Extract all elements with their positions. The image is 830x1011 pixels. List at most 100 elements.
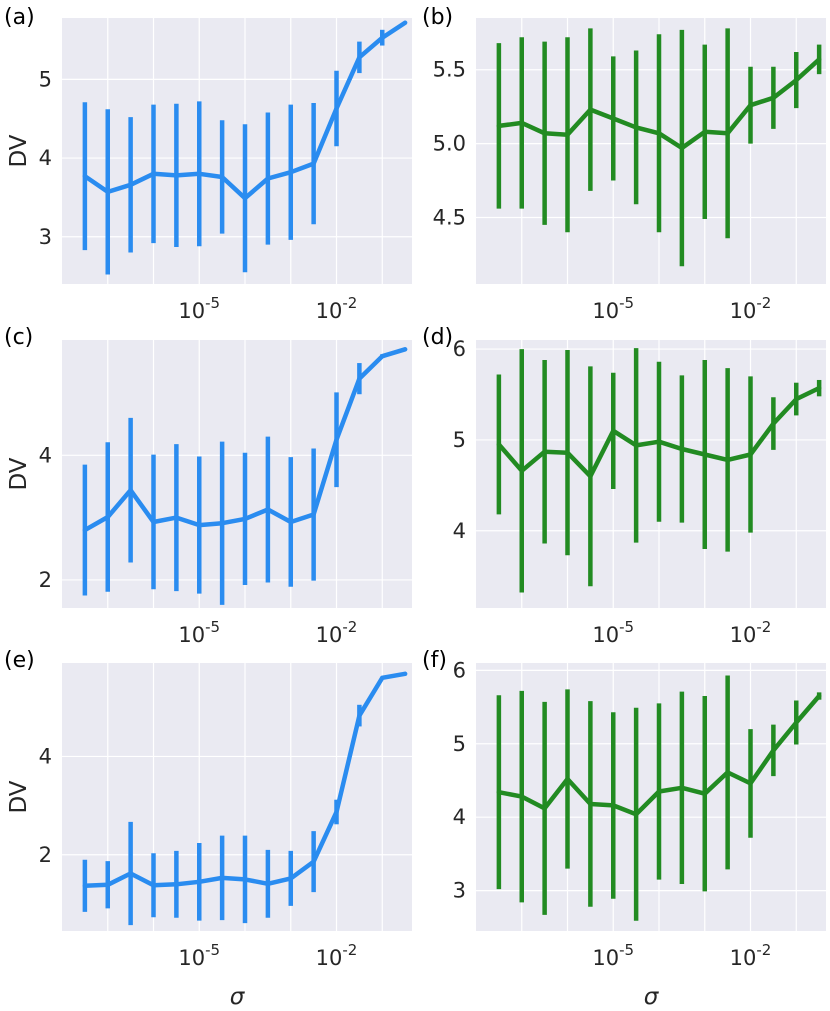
data-point: [817, 57, 822, 62]
data-point: [197, 171, 202, 176]
data-point: [334, 106, 339, 111]
panel-f: 3 4 5 6 10-5 10-2 σ (f): [422, 648, 826, 1010]
data-point: [288, 876, 293, 881]
y-tick-label: 4: [39, 443, 52, 467]
panel-label: (a): [4, 5, 35, 30]
y-tick-label: 5.5: [433, 58, 466, 82]
data-point: [151, 883, 156, 888]
data-point: [243, 196, 248, 201]
panel-d-background: [476, 340, 826, 608]
data-point: [634, 812, 639, 817]
data-point: [128, 871, 133, 876]
x-tick-label: 10-5: [592, 294, 634, 323]
data-point: [794, 720, 799, 725]
y-tick-label: 5: [39, 67, 52, 91]
panel-b: 4.5 5.0 5.5 10-5 10-2 (b): [422, 5, 826, 323]
y-tick-label: 3: [39, 225, 52, 249]
data-point: [657, 439, 662, 444]
panel-d: 4 5 6 10-5 10-2 (d): [422, 325, 826, 647]
data-point: [243, 877, 248, 882]
data-point: [403, 671, 408, 676]
data-point: [105, 882, 110, 887]
data-point: [496, 442, 501, 447]
data-point: [817, 694, 822, 699]
panel-label: (e): [4, 648, 35, 673]
data-point: [334, 809, 339, 814]
x-tick-label: 10-2: [316, 294, 358, 323]
data-point: [197, 523, 202, 528]
data-point: [357, 55, 362, 60]
data-point: [151, 519, 156, 524]
data-point: [174, 515, 179, 520]
x-tick-label: 10-5: [178, 941, 220, 970]
data-point: [174, 173, 179, 178]
x-axis-label: σ: [644, 984, 660, 1010]
data-point: [311, 161, 316, 166]
x-tick-label: 10-5: [178, 294, 220, 323]
x-tick-label: 10-5: [178, 618, 220, 647]
data-point: [565, 450, 570, 455]
y-tick-label: 6: [453, 337, 466, 361]
data-point: [82, 883, 87, 888]
data-point: [128, 182, 133, 187]
data-point: [817, 386, 822, 391]
panel-a-background: [62, 18, 412, 284]
data-point: [519, 120, 524, 125]
data-point: [679, 146, 684, 151]
data-point: [702, 791, 707, 796]
data-point: [679, 447, 684, 452]
data-point: [611, 803, 616, 808]
data-point: [588, 801, 593, 806]
y-axis-label: DV: [6, 134, 32, 167]
data-point: [220, 521, 225, 526]
data-point: [519, 794, 524, 799]
data-point: [771, 748, 776, 753]
data-point: [197, 879, 202, 884]
y-tick-label: 3: [453, 879, 466, 903]
data-point: [265, 881, 270, 886]
data-point: [105, 515, 110, 520]
data-point: [496, 123, 501, 128]
data-point: [151, 171, 156, 176]
data-point: [702, 129, 707, 134]
x-tick-label: 10-5: [592, 941, 634, 970]
data-point: [794, 78, 799, 83]
data-point: [771, 95, 776, 100]
panel-label: (b): [422, 5, 453, 30]
panel-e-background: [62, 663, 412, 931]
x-tick-label: 10-5: [592, 618, 634, 647]
panel-label: (f): [422, 648, 447, 673]
x-tick-label: 10-2: [316, 941, 358, 970]
y-tick-label: 4.5: [433, 206, 466, 230]
data-point: [725, 131, 730, 136]
data-point: [265, 507, 270, 512]
x-tick-label: 10-2: [316, 618, 358, 647]
panel-c-background: [62, 340, 412, 608]
data-point: [542, 449, 547, 454]
data-point: [679, 785, 684, 790]
data-point: [565, 132, 570, 137]
y-axis-label: DV: [6, 780, 32, 813]
x-tick-label: 10-2: [730, 941, 772, 970]
x-tick-label: 10-2: [730, 618, 772, 647]
data-point: [725, 770, 730, 775]
data-point: [634, 125, 639, 130]
data-point: [128, 488, 133, 493]
y-tick-label: 4: [453, 805, 466, 829]
data-point: [611, 116, 616, 121]
data-point: [220, 875, 225, 880]
data-point: [748, 103, 753, 108]
data-point: [565, 777, 570, 782]
data-point: [105, 189, 110, 194]
data-point: [496, 790, 501, 795]
panel-a: 3 4 5 10-5 10-2 DV (a): [4, 5, 412, 323]
data-point: [542, 131, 547, 136]
y-tick-label: 4: [453, 519, 466, 543]
x-axis-label: σ: [230, 984, 246, 1010]
data-point: [82, 174, 87, 179]
y-tick-label: 2: [39, 843, 52, 867]
data-point: [588, 107, 593, 112]
panel-b-background: [476, 18, 826, 284]
data-point: [380, 35, 385, 40]
